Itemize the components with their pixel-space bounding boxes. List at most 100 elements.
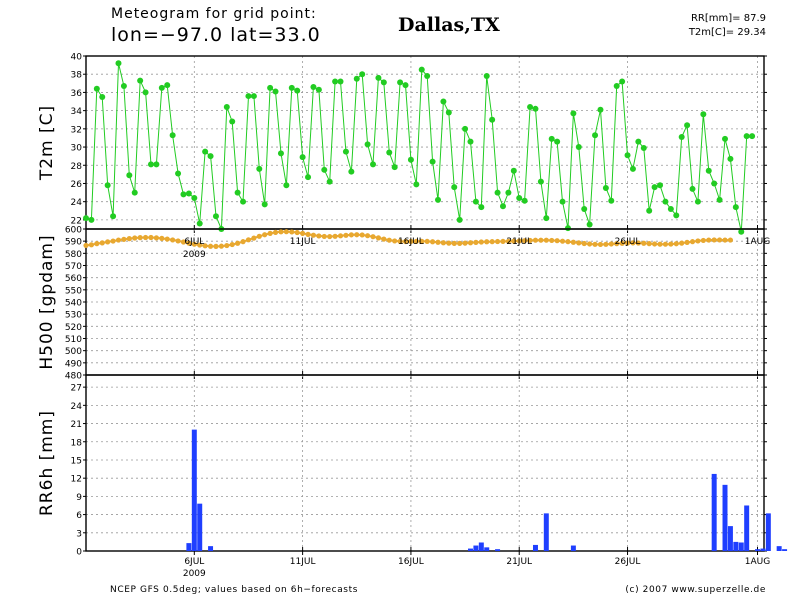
y-tick-label: 18: [71, 438, 83, 448]
t2m-point: [667, 205, 674, 212]
t2m-point: [749, 133, 756, 140]
h500-point: [516, 238, 522, 244]
rr6h-bar: [727, 526, 733, 551]
h500-point: [630, 240, 636, 246]
h500-point: [267, 230, 273, 236]
t2m-point: [353, 75, 360, 82]
y-tick-label: 550: [65, 286, 82, 296]
h500-point: [489, 239, 495, 245]
t2m-point: [288, 84, 295, 91]
h500-point: [229, 241, 235, 248]
h500-point: [262, 232, 268, 238]
y-tick-label: 9: [76, 493, 82, 503]
h500-point: [494, 238, 501, 245]
y-tick-label: 3: [76, 529, 82, 539]
h500-point: [283, 229, 289, 235]
t2m-point: [305, 174, 312, 181]
t2m-point: [689, 185, 696, 192]
h500-point: [137, 235, 143, 241]
h500-point: [142, 234, 149, 241]
h500-point: [213, 243, 219, 249]
y-tick-label: 0: [76, 548, 82, 558]
h500-point: [484, 239, 490, 245]
t2m-point: [440, 98, 447, 105]
rr6h-bar: [776, 546, 782, 551]
h500-point: [592, 241, 598, 247]
rr6h-bar: [484, 547, 490, 551]
t2m-point: [489, 116, 496, 123]
h500-point: [635, 240, 641, 246]
y-tick-label: 24: [71, 402, 83, 412]
h500-point: [543, 237, 549, 243]
h500-point: [191, 241, 197, 247]
t2m-point: [548, 135, 555, 142]
h500-point: [462, 240, 468, 246]
h500-point: [641, 240, 647, 246]
y-tick-label: 6: [76, 511, 82, 521]
t2m-point: [570, 110, 577, 117]
y-tick-label: 38: [71, 71, 83, 81]
h500-point: [695, 238, 701, 244]
h500-point: [321, 233, 327, 240]
y-tick-label: 21: [71, 420, 82, 430]
t2m-point: [684, 122, 691, 129]
h500-point: [679, 240, 685, 246]
rr6h-bar: [208, 546, 214, 551]
t2m-point: [99, 93, 106, 100]
h500-point: [413, 238, 419, 244]
header-coordinates: lon=−97.0 lat=33.0: [111, 24, 321, 46]
y-axis-label: H500 [gpdam]: [37, 234, 57, 369]
t2m-point: [537, 178, 544, 185]
y-tick-label: 480: [65, 372, 82, 382]
t2m-point: [169, 132, 176, 139]
t2m-line: [85, 63, 753, 232]
h500-point: [397, 238, 403, 245]
y-tick-label: 510: [65, 335, 82, 345]
t2m-point: [505, 189, 512, 196]
x-date-label: 6JUL: [184, 557, 204, 567]
t2m-point: [424, 73, 431, 80]
t2m-point: [673, 212, 680, 219]
t2m-point: [581, 205, 588, 212]
t2m-point: [332, 78, 339, 85]
t2m-point: [131, 189, 138, 196]
y-tick-label: 32: [71, 125, 82, 135]
h500-point: [570, 239, 576, 245]
y-tick-label: 15: [71, 456, 82, 466]
h500-point: [440, 240, 447, 246]
t2m-point: [207, 153, 214, 160]
t2m-point: [640, 144, 647, 151]
t2m-point: [499, 203, 506, 210]
y-tick-label: 490: [65, 359, 82, 369]
t2m-point: [651, 184, 658, 191]
h500-point: [402, 238, 409, 245]
t2m-point: [738, 228, 745, 235]
h500-point: [565, 239, 571, 245]
rr6h-bar: [782, 549, 788, 551]
h500-point: [597, 241, 604, 248]
h500-point: [197, 242, 203, 248]
h500-point: [153, 235, 159, 241]
h500-point: [126, 236, 132, 242]
t2m-point: [732, 204, 739, 211]
h500-point: [608, 241, 614, 247]
x-date-label: 26JUL: [615, 557, 641, 567]
t2m-point: [478, 204, 485, 211]
t2m-point: [407, 156, 414, 163]
t2m-point: [543, 215, 550, 222]
h500-point: [587, 241, 593, 247]
t2m-point: [592, 132, 599, 139]
t2m-point: [229, 118, 236, 125]
rr6h-bar: [467, 548, 473, 551]
y-tick-label: 26: [71, 180, 83, 190]
t2m-point: [234, 189, 241, 196]
h500-point: [186, 240, 192, 246]
t2m-point: [386, 149, 393, 156]
t2m-point: [364, 141, 371, 148]
t2m-point: [196, 220, 203, 227]
h500-point: [132, 235, 138, 241]
h500-point: [478, 239, 484, 245]
h500-point: [424, 238, 430, 245]
h500-point: [332, 233, 338, 239]
h500-point: [343, 232, 349, 238]
